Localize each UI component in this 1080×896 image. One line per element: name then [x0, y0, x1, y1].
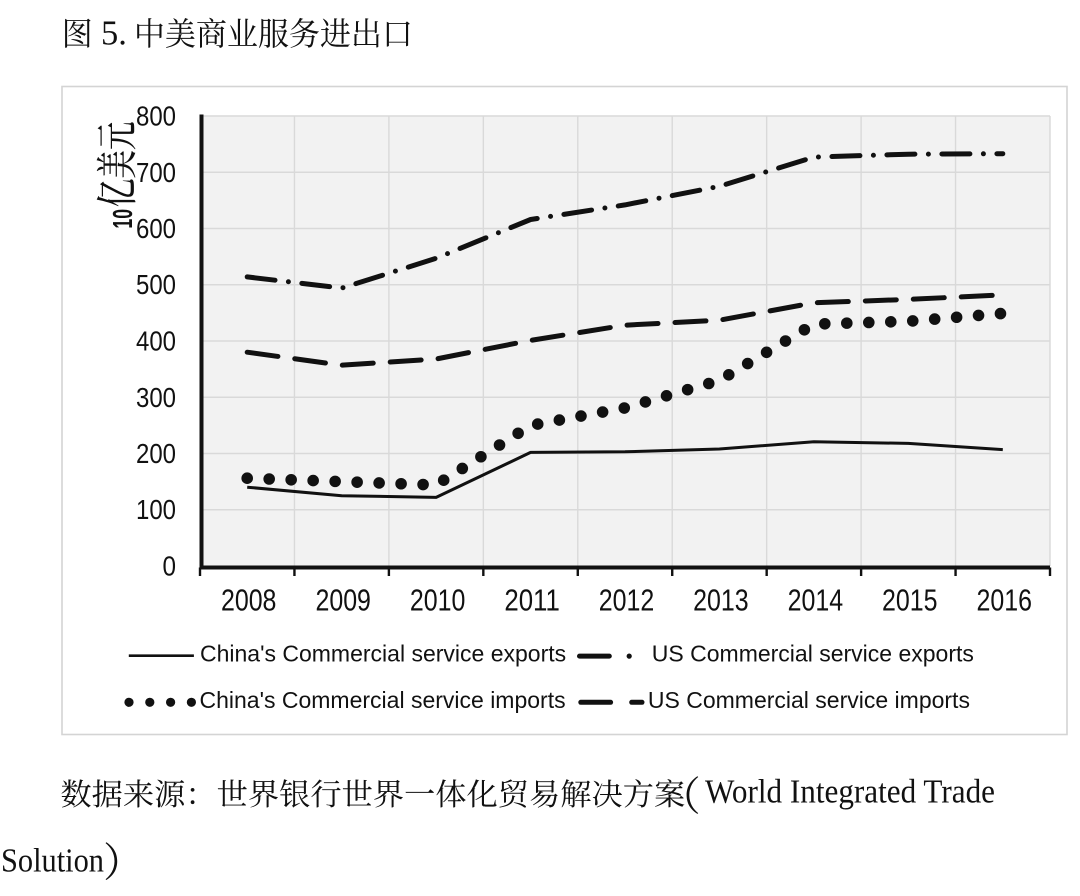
- svg-text:400: 400: [136, 326, 176, 357]
- svg-text:2011: 2011: [504, 583, 560, 618]
- svg-text:World Integrated Trade: World Integrated Trade: [705, 774, 995, 811]
- svg-text:Solution: Solution: [1, 843, 104, 880]
- svg-text:2012: 2012: [599, 583, 655, 618]
- svg-text:2010: 2010: [410, 583, 466, 618]
- svg-text:0: 0: [163, 551, 177, 582]
- svg-text:China's Commercial service imp: China's Commercial service imports: [200, 687, 566, 713]
- svg-text:300: 300: [136, 382, 176, 413]
- svg-text:700: 700: [136, 157, 176, 188]
- svg-text:2009: 2009: [315, 583, 371, 618]
- svg-text:100: 100: [136, 494, 176, 525]
- svg-text:10: 10: [107, 209, 138, 229]
- svg-text:500: 500: [136, 269, 176, 300]
- svg-text:600: 600: [136, 213, 176, 244]
- svg-text:200: 200: [136, 438, 176, 469]
- svg-text:2015: 2015: [882, 583, 938, 618]
- svg-text:US Commercial service exports: US Commercial service exports: [652, 641, 974, 667]
- svg-text:800: 800: [136, 101, 176, 132]
- svg-text:2008: 2008: [221, 583, 277, 618]
- svg-text:2016: 2016: [977, 583, 1033, 618]
- svg-text:China's Commercial service exp: China's Commercial service exports: [200, 641, 566, 667]
- svg-text:US Commercial service imports: US Commercial service imports: [648, 687, 970, 713]
- svg-text:2013: 2013: [693, 583, 749, 618]
- svg-text:2014: 2014: [788, 583, 844, 618]
- svg-text:5.: 5.: [101, 14, 127, 52]
